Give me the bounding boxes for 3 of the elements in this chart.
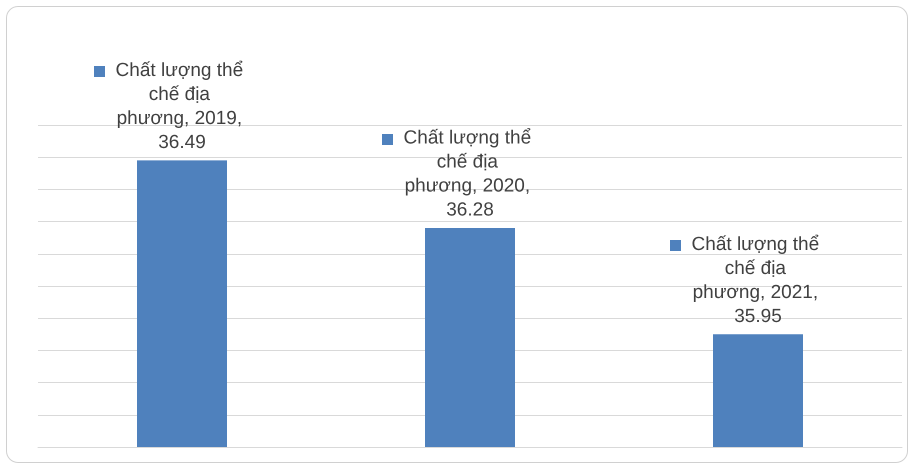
data-label: Chất lượng thể chế địa phương, 2021, 35.95	[692, 234, 824, 327]
data-label: Chất lượng thể chế địa phương, 2019, 36.49	[116, 60, 248, 153]
data-label: Chất lượng thể chế địa phương, 2020, 36.28	[404, 128, 536, 221]
